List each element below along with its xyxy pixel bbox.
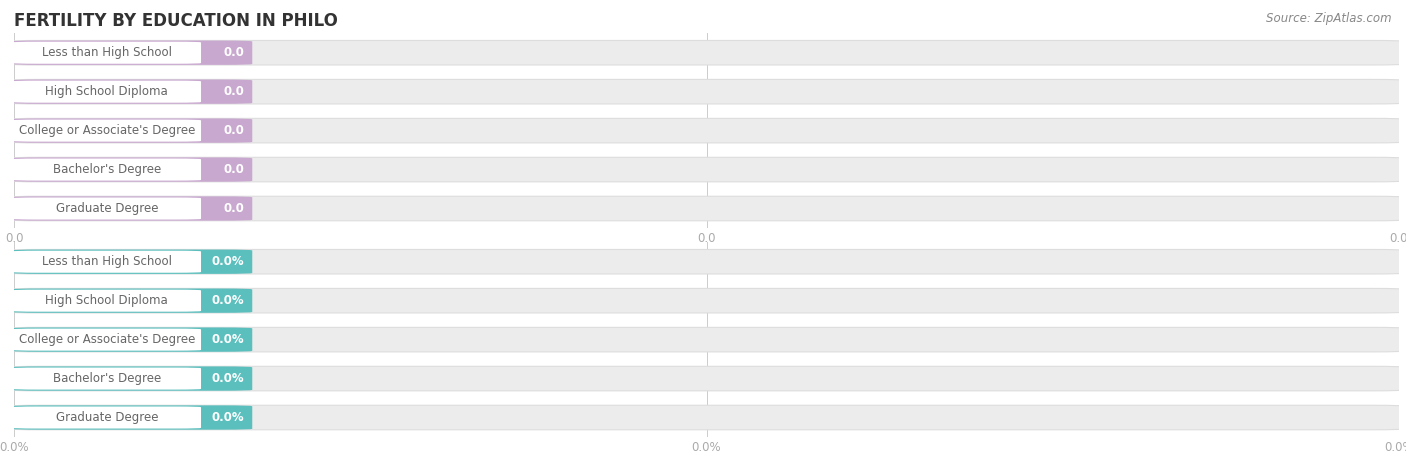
Text: 0.0%: 0.0%	[211, 372, 245, 385]
FancyBboxPatch shape	[13, 368, 201, 390]
Text: High School Diploma: High School Diploma	[45, 294, 169, 307]
Text: High School Diploma: High School Diploma	[45, 85, 169, 98]
Text: 0.0: 0.0	[224, 85, 245, 98]
FancyBboxPatch shape	[7, 118, 1406, 143]
FancyBboxPatch shape	[11, 196, 252, 221]
FancyBboxPatch shape	[13, 159, 201, 180]
FancyBboxPatch shape	[11, 405, 252, 430]
FancyBboxPatch shape	[7, 288, 1406, 313]
FancyBboxPatch shape	[11, 40, 252, 65]
Text: Graduate Degree: Graduate Degree	[56, 411, 157, 424]
FancyBboxPatch shape	[11, 157, 252, 182]
FancyBboxPatch shape	[7, 40, 1406, 65]
FancyBboxPatch shape	[7, 196, 1406, 221]
Text: Graduate Degree: Graduate Degree	[56, 202, 157, 215]
Text: 0.0%: 0.0%	[211, 333, 245, 346]
FancyBboxPatch shape	[13, 81, 201, 103]
Text: 0.0%: 0.0%	[211, 255, 245, 268]
FancyBboxPatch shape	[13, 42, 201, 64]
FancyBboxPatch shape	[11, 118, 252, 143]
Text: College or Associate's Degree: College or Associate's Degree	[18, 124, 195, 137]
FancyBboxPatch shape	[11, 288, 252, 313]
Text: Bachelor's Degree: Bachelor's Degree	[52, 372, 160, 385]
FancyBboxPatch shape	[7, 405, 1406, 430]
Text: 0.0: 0.0	[224, 202, 245, 215]
FancyBboxPatch shape	[13, 407, 201, 428]
FancyBboxPatch shape	[11, 79, 252, 104]
FancyBboxPatch shape	[7, 79, 1406, 104]
Text: Less than High School: Less than High School	[42, 255, 172, 268]
Text: 0.0: 0.0	[224, 46, 245, 59]
Text: Source: ZipAtlas.com: Source: ZipAtlas.com	[1267, 12, 1392, 25]
FancyBboxPatch shape	[11, 366, 252, 391]
FancyBboxPatch shape	[7, 249, 1406, 274]
Text: 0.0: 0.0	[224, 163, 245, 176]
FancyBboxPatch shape	[13, 329, 201, 351]
Text: Less than High School: Less than High School	[42, 46, 172, 59]
FancyBboxPatch shape	[11, 249, 252, 274]
FancyBboxPatch shape	[13, 198, 201, 219]
FancyBboxPatch shape	[7, 366, 1406, 391]
FancyBboxPatch shape	[13, 120, 201, 142]
Text: 0.0%: 0.0%	[211, 294, 245, 307]
Text: 0.0: 0.0	[224, 124, 245, 137]
Text: FERTILITY BY EDUCATION IN PHILO: FERTILITY BY EDUCATION IN PHILO	[14, 12, 337, 30]
FancyBboxPatch shape	[7, 157, 1406, 182]
Text: College or Associate's Degree: College or Associate's Degree	[18, 333, 195, 346]
FancyBboxPatch shape	[7, 327, 1406, 352]
Text: Bachelor's Degree: Bachelor's Degree	[52, 163, 160, 176]
FancyBboxPatch shape	[13, 251, 201, 273]
FancyBboxPatch shape	[11, 327, 252, 352]
Text: 0.0%: 0.0%	[211, 411, 245, 424]
FancyBboxPatch shape	[13, 290, 201, 312]
